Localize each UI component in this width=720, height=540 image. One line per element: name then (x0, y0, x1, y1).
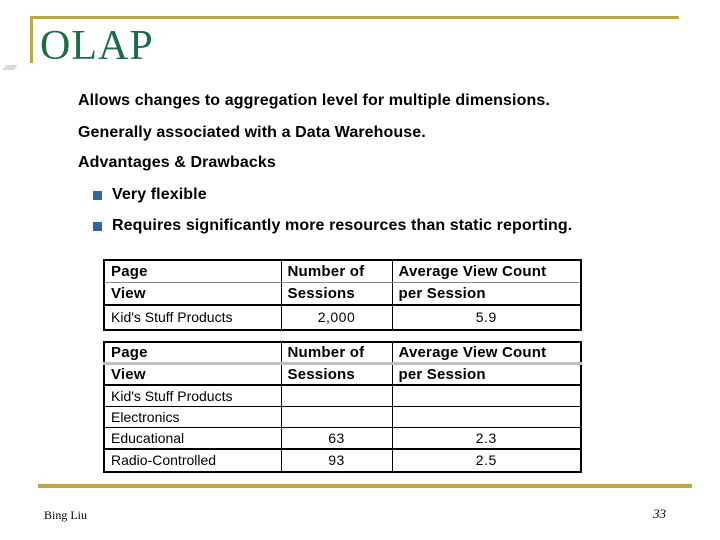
table-row: Kid's Stuff Products 2,000 5.9 (103, 305, 582, 330)
footer-page-number: 33 (653, 506, 666, 521)
bullet-line-2: Generally associated with a Data Warehou… (78, 124, 426, 141)
table-header-row: View Sessions per Session (103, 282, 582, 306)
slide-title: OLAP (40, 23, 154, 69)
table-row: Kid's Stuff Products (103, 385, 582, 407)
table-row: Radio-Controlled 93 2.5 (103, 448, 582, 472)
top-accent-line (30, 16, 679, 19)
table-cell-avg-view-count: 2.3 (391, 427, 582, 450)
table-cell-page-view: Kid's Stuff Products (103, 305, 282, 330)
table-header-cell: per Session (391, 282, 582, 306)
table-cell-avg-view-count (391, 385, 582, 407)
square-bullet-icon (93, 222, 102, 231)
table-cell-avg-view-count: 2.5 (391, 448, 582, 472)
table-row: Electronics (103, 406, 582, 428)
table-cell-sessions (280, 406, 393, 428)
table-header-cell: Page (103, 260, 282, 283)
table-header-cell: Number of (280, 342, 393, 365)
table-header-cell: View (103, 363, 282, 386)
sub-bullet-1: Very flexible (93, 185, 207, 205)
sub-bullet-1-label: Very flexible (112, 186, 207, 203)
table-cell-avg-view-count: 5.9 (391, 305, 582, 330)
table-cell-page-view: Educational (103, 427, 282, 450)
table-row: Educational 63 2.3 (103, 427, 582, 450)
table-cell-sessions: 93 (280, 448, 393, 472)
footer-author: Bing Liu (44, 508, 88, 522)
table-cell-page-view: Electronics (103, 406, 282, 428)
table-cell-sessions (280, 385, 393, 407)
square-bullet-icon (93, 191, 102, 200)
table-header-cell: per Session (391, 363, 582, 386)
aggregated-sessions-table: Page Number of Average View Count View S… (103, 259, 582, 331)
bottom-accent-line (38, 484, 692, 488)
bullet-line-1: Allows changes to aggregation level for … (78, 92, 550, 109)
table-cell-page-view: Kid's Stuff Products (103, 385, 282, 407)
corner-shadow-mark (2, 65, 18, 70)
drilldown-sessions-table: Page Number of Average View Count View S… (103, 341, 582, 473)
table-header-row: Page Number of Average View Count (103, 260, 582, 283)
table-header-cell: Sessions (280, 282, 393, 306)
table-header-row: View Sessions per Session (103, 363, 582, 386)
table-cell-page-view: Radio-Controlled (103, 448, 282, 472)
table-header-cell: Average View Count (391, 260, 582, 283)
table-header-cell: View (103, 282, 282, 306)
table-cell-avg-view-count (391, 406, 582, 428)
bullet-line-3: Advantages & Drawbacks (78, 154, 276, 171)
table-header-cell: Page (103, 342, 282, 365)
table-header-cell: Sessions (280, 363, 393, 386)
sub-bullet-2: Requires significantly more resources th… (93, 216, 572, 236)
table-header-cell: Number of (280, 260, 393, 283)
title-accent-vertical-line (30, 16, 33, 63)
table-header-cell: Average View Count (391, 342, 582, 365)
table-header-row: Page Number of Average View Count (103, 342, 582, 365)
table-cell-sessions: 2,000 (280, 305, 393, 330)
table-cell-sessions: 63 (280, 427, 393, 450)
sub-bullet-2-label: Requires significantly more resources th… (112, 217, 573, 234)
